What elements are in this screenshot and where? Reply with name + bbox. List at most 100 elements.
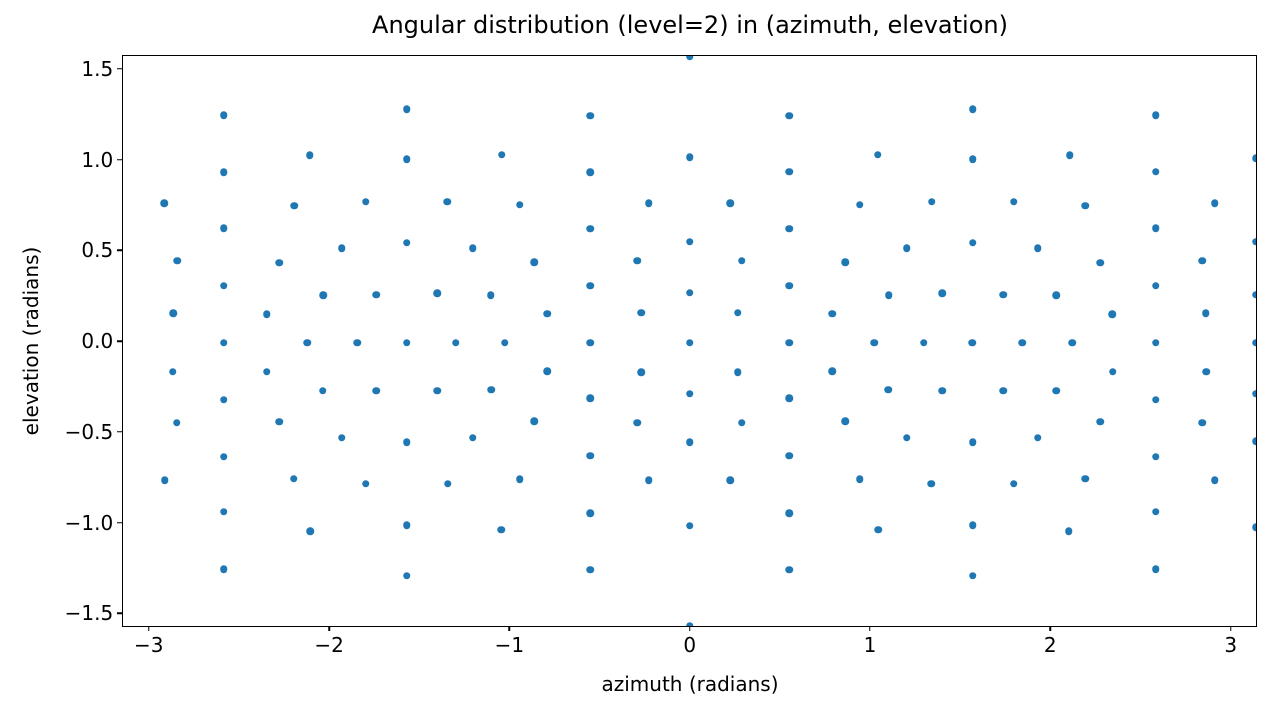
- data-point: [219, 339, 228, 347]
- data-point: [999, 291, 1007, 299]
- x-tick-label: 2: [1043, 633, 1057, 658]
- data-point: [319, 386, 327, 395]
- data-point: [1108, 310, 1117, 319]
- data-point: [968, 105, 977, 114]
- data-point: [685, 622, 694, 627]
- data-point: [452, 339, 460, 347]
- data-point: [1052, 386, 1061, 395]
- data-point: [319, 291, 328, 300]
- data-point: [938, 386, 947, 395]
- data-point: [685, 56, 694, 60]
- data-point: [275, 258, 283, 267]
- data-point: [1202, 309, 1210, 317]
- y-tick-mark: [116, 340, 122, 342]
- y-tick-mark: [116, 612, 122, 615]
- y-tick-mark: [116, 431, 122, 433]
- data-point: [306, 151, 314, 159]
- data-point: [433, 386, 441, 395]
- data-point: [337, 244, 346, 252]
- data-point: [586, 281, 594, 290]
- data-point: [785, 509, 793, 518]
- data-point: [1081, 202, 1089, 210]
- data-point: [1211, 199, 1219, 208]
- data-point: [1151, 111, 1160, 120]
- data-point: [530, 417, 539, 426]
- data-point: [785, 111, 793, 120]
- data-point: [1096, 418, 1104, 426]
- data-point: [884, 386, 892, 394]
- data-point: [402, 238, 411, 247]
- data-point: [785, 225, 793, 233]
- data-point: [262, 368, 271, 376]
- data-point: [1202, 367, 1211, 376]
- data-point: [1065, 151, 1074, 159]
- data-point: [219, 395, 228, 404]
- data-point: [968, 155, 977, 163]
- data-point: [685, 390, 694, 398]
- data-point: [1108, 368, 1117, 376]
- data-point: [497, 526, 506, 534]
- data-point: [219, 453, 228, 461]
- y-axis-label: elevation (radians): [19, 246, 43, 436]
- data-point: [1252, 437, 1257, 446]
- data-point: [903, 244, 911, 252]
- data-point: [645, 476, 653, 485]
- data-point: [173, 257, 181, 265]
- x-tick-mark: [869, 626, 871, 632]
- y-tick-label: 1.5: [81, 56, 114, 81]
- data-point: [1009, 480, 1018, 488]
- x-tick-mark: [328, 626, 330, 632]
- x-tick-mark: [508, 626, 511, 632]
- data-point: [1252, 339, 1257, 347]
- data-point: [586, 509, 594, 518]
- data-point: [1151, 395, 1160, 404]
- data-point: [444, 480, 452, 488]
- data-point: [785, 339, 793, 347]
- data-point: [855, 475, 864, 484]
- data-point: [1033, 433, 1042, 442]
- data-point: [1096, 258, 1105, 267]
- data-point: [169, 367, 177, 376]
- data-point: [734, 308, 742, 317]
- data-point: [160, 199, 169, 208]
- data-point: [1151, 453, 1160, 461]
- data-point: [874, 151, 882, 159]
- data-point: [785, 394, 793, 403]
- data-point: [1252, 523, 1257, 532]
- data-point: [586, 225, 594, 233]
- data-point: [1033, 244, 1042, 252]
- data-point: [1151, 565, 1160, 573]
- y-tick-mark: [116, 521, 122, 524]
- data-point: [928, 198, 936, 206]
- y-tick-mark: [116, 159, 122, 161]
- x-tick-label: 1: [863, 633, 877, 658]
- data-point: [1081, 474, 1090, 483]
- x-tick-mark: [1229, 626, 1232, 632]
- data-point: [543, 367, 551, 376]
- data-point: [968, 438, 977, 447]
- data-point: [306, 527, 315, 536]
- data-point: [219, 282, 228, 290]
- data-point: [841, 258, 849, 266]
- data-point: [303, 339, 311, 347]
- data-point: [1151, 224, 1160, 233]
- data-point: [685, 522, 694, 530]
- data-point: [337, 433, 346, 442]
- data-point: [403, 155, 411, 163]
- data-point: [1252, 154, 1257, 163]
- x-tick-mark: [1049, 626, 1052, 632]
- data-point: [433, 289, 441, 298]
- data-point: [633, 256, 642, 265]
- data-point: [403, 438, 411, 447]
- data-point: [443, 198, 452, 206]
- data-point: [586, 168, 594, 177]
- data-point: [362, 198, 370, 206]
- data-point: [1210, 476, 1219, 485]
- scatter-plot-area: [123, 56, 1257, 627]
- data-point: [290, 474, 298, 483]
- y-tick-label: −0.5: [64, 419, 114, 444]
- data-point: [1065, 527, 1073, 536]
- data-point: [1151, 282, 1160, 290]
- data-point: [1198, 419, 1207, 427]
